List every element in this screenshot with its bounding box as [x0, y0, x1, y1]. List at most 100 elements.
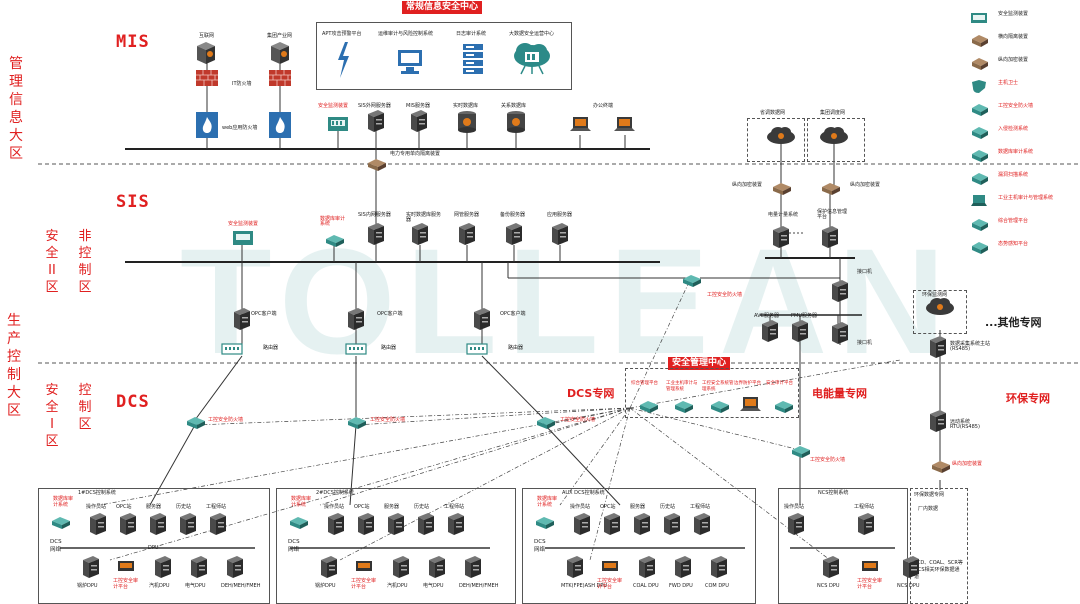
mis-monitor-device-icon	[327, 116, 349, 132]
watermark: TOLLEAN	[180, 217, 956, 385]
interface-server-icon-2	[832, 322, 848, 344]
dcs-node-icon	[604, 513, 620, 535]
dpu-label: DEH/MEH/FMEH	[221, 583, 261, 589]
env-monitor-cloud-icon	[925, 296, 955, 316]
label-dcs-fw-4: 工控安全防火墙	[810, 457, 846, 463]
dcs-system-audit-icon	[50, 514, 70, 529]
mgmt-item-icon	[673, 398, 693, 413]
label-isolator: 电力专用单向隔离装置	[390, 151, 441, 157]
energy-terminal-icon	[773, 226, 789, 248]
mgmt-item-icon	[709, 398, 729, 413]
label-enc-2: 纵向加密装置	[850, 182, 881, 188]
ops-audit-icon	[396, 48, 426, 76]
dcs-node-icon	[180, 513, 196, 535]
vuln-icon	[970, 170, 988, 185]
web-server-icon	[459, 223, 475, 245]
dcs-node-label: 操作员站	[324, 504, 345, 510]
mis-server-icon	[411, 110, 427, 132]
label-realtime-db: 实时数据库	[453, 103, 479, 109]
dcs-node-label: 工程师站	[854, 504, 875, 510]
dpu-controller-icon	[711, 556, 727, 578]
regional-dispatch-cloud-icon	[819, 125, 849, 145]
dpu-label: 汽机DPU	[149, 583, 170, 589]
dcs-node-label: 工程师站	[444, 504, 465, 510]
label-mis-monitor: 安全监测装置	[318, 103, 349, 109]
legend-label: 数据库审计系统	[998, 149, 1034, 155]
sis-int-server-icon	[368, 223, 384, 245]
dcs-industrial-firewall-icon-4	[790, 443, 810, 458]
pmu-server-icon	[792, 320, 808, 342]
label-it-fw: IT防火墙	[232, 81, 252, 87]
label-sis-ext: SIS外网服务器	[358, 103, 391, 109]
dcs-industrial-firewall-icon-2	[346, 414, 366, 429]
label-env-monitor: 环保监测网	[922, 292, 948, 298]
mgmt-item-label: 边界防护平台	[734, 381, 761, 386]
interface-server-icon-1	[832, 280, 848, 302]
audit-icon	[970, 147, 988, 162]
legend-label: 主机卫士	[998, 80, 1019, 86]
dcs-industrial-firewall-icon-3	[535, 414, 555, 429]
mgmt-item-icon	[773, 398, 793, 413]
label-env-note: FCD、COAL、SCR等DCS相关环保数据通道	[914, 560, 963, 580]
data-collector-icon	[930, 336, 946, 358]
dpu-label: 电气DPU	[185, 583, 206, 589]
legend-label: 态势感知平台	[998, 241, 1029, 247]
dpu-label: MTK(FPE)ASH DPU	[561, 583, 608, 589]
label-interface-2: 接口机	[857, 340, 873, 346]
label-group-net: 集团产业网	[267, 33, 293, 39]
longitudinal-encryptor-icon-2	[820, 180, 840, 195]
dcs-node-label: 历史站	[660, 504, 676, 510]
dcs-node-label: 服务器	[630, 504, 646, 510]
label-sis-fw: 工控安全防火墙	[707, 292, 743, 298]
legend-label: 安全监测装置	[998, 11, 1029, 17]
label-rtdb-server: 实时数据库服务器	[406, 212, 442, 223]
label-dcs-fw-1: 工控安全防火墙	[208, 417, 244, 423]
dcs-system-title: NCS控制系统	[818, 490, 849, 496]
dcs-node-label: 历史站	[176, 504, 192, 510]
label-app-server: 应用服务器	[547, 212, 573, 218]
dcs-node-label: OPC站	[116, 504, 132, 510]
net-sis-label: SIS	[116, 192, 150, 212]
dpu-controller-icon	[465, 556, 481, 578]
sis-db-audit-icon	[324, 232, 344, 247]
dpu-controller-icon	[903, 556, 919, 578]
dpu-controller-icon	[155, 556, 171, 578]
apt-icon	[335, 42, 351, 78]
dcs-node-icon	[664, 513, 680, 535]
web-firewall-icon-2	[269, 112, 291, 138]
group-net-router-icon	[271, 42, 289, 64]
dcs-node-label: 历史站	[414, 504, 430, 510]
label-plant-side: 厂内数据	[918, 506, 939, 512]
dcs-node-label: 操作员站	[86, 504, 107, 510]
dpu-label: 工控安全审计平台	[113, 578, 139, 590]
label-opc-3: OPC客户端	[500, 311, 526, 317]
dcs-network-label: DCS网络	[288, 539, 300, 553]
dcs-node-icon	[448, 513, 464, 535]
router-icon-2	[345, 340, 367, 355]
dcs-node-icon	[90, 513, 106, 535]
zone-mis: 管理信息大区	[9, 56, 23, 162]
dcs-system-audit-label: 数据库审计系统	[291, 496, 312, 508]
legend-label: 纵向加密装置	[998, 57, 1029, 63]
label-relational-db: 关系数据库	[501, 103, 527, 109]
security-center-box	[316, 22, 572, 90]
encryptor-icon	[970, 55, 988, 70]
dpu-controller-icon	[639, 556, 655, 578]
dpu-audit-icon	[601, 558, 619, 572]
dpu-controller-icon	[567, 556, 583, 578]
it-firewall-icon-2	[269, 70, 291, 86]
dcs-system-audit-label: 数据库审计系统	[537, 496, 558, 508]
mgmt-item-icon	[740, 396, 762, 414]
label-enc-env: 纵向加密装置	[952, 461, 983, 467]
dpu-label: COAL DPU	[633, 583, 659, 589]
net-env: 环保专网	[1006, 392, 1050, 405]
dcs-node-label: OPC站	[354, 504, 370, 510]
dcs-node-label: 操作员站	[784, 504, 805, 510]
dpu-controller-icon	[83, 556, 99, 578]
label-sis-monitor: 安全监测装置	[228, 221, 259, 227]
label-rtu: 远动系统RTU(RS485)	[950, 419, 980, 430]
label-opc-2: OPC客户端	[377, 311, 403, 317]
province-dispatch-cloud-icon	[766, 125, 796, 145]
dcs-node-icon	[388, 513, 404, 535]
dpu-audit-icon	[355, 558, 373, 572]
